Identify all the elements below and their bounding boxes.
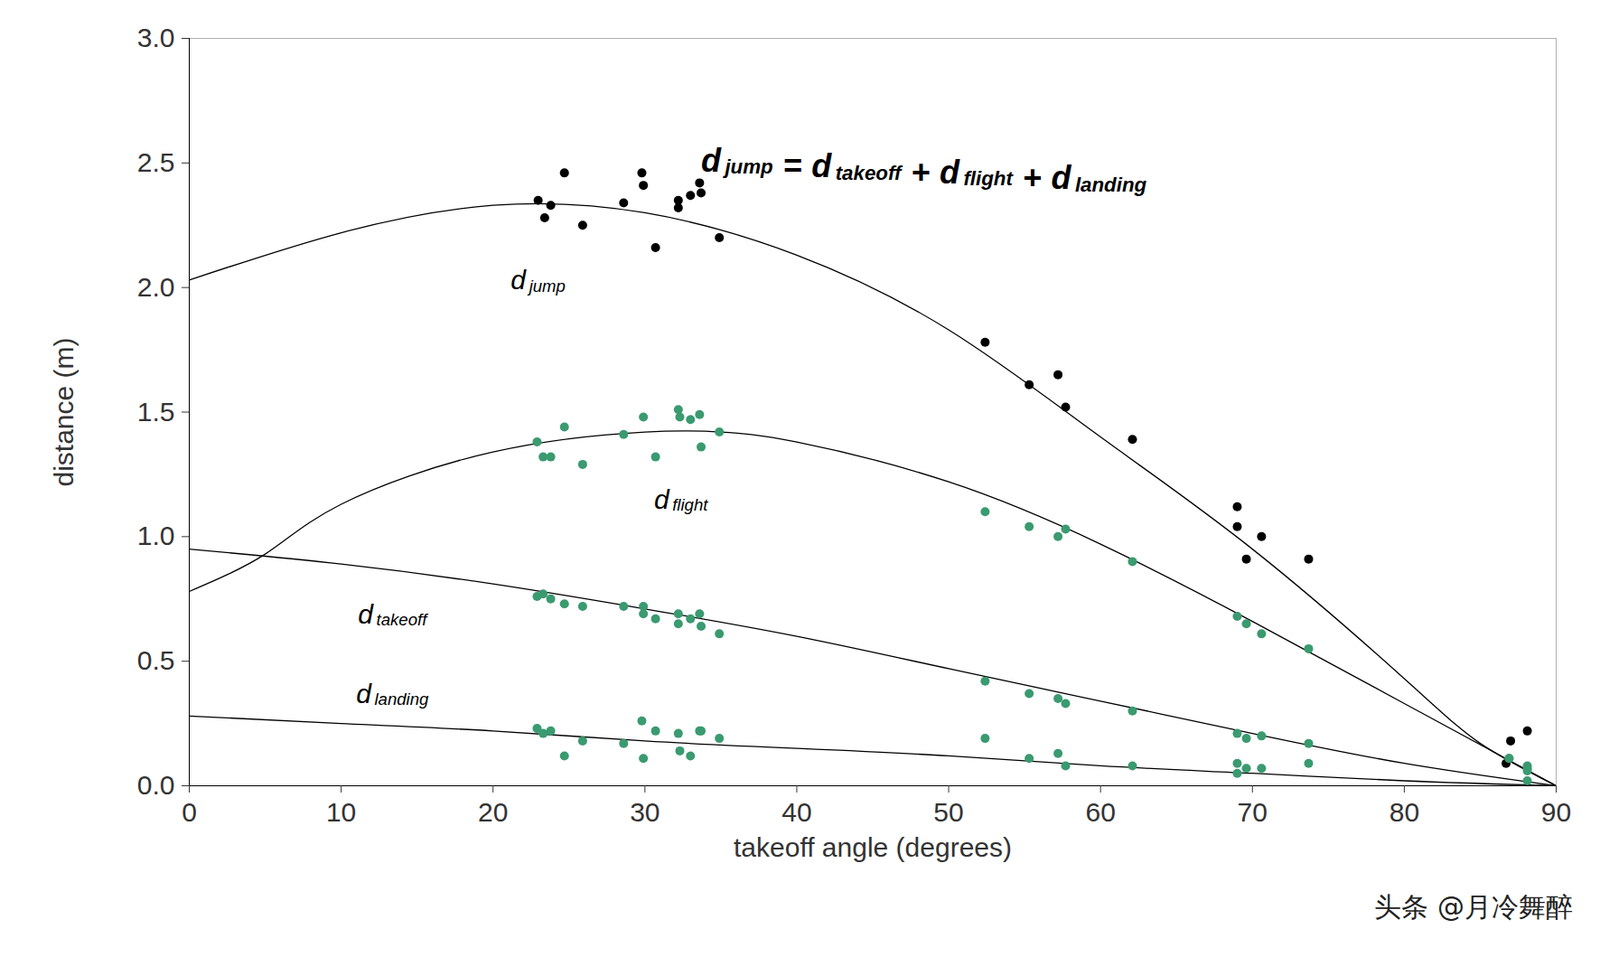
svg-text:80: 80: [1389, 796, 1420, 827]
svg-text:1.0: 1.0: [137, 520, 176, 551]
svg-text:1.5: 1.5: [137, 396, 176, 427]
svg-text:50: 50: [933, 796, 964, 827]
svg-text:60: 60: [1085, 796, 1115, 827]
svg-text:dlanding: dlanding: [355, 678, 430, 709]
svg-text:0: 0: [181, 796, 197, 827]
html-text:头条 @月冷舞醉: 头条 @月冷舞醉: [1374, 890, 1573, 923]
svg-text:2.0: 2.0: [137, 271, 176, 302]
svg-text:70: 70: [1237, 796, 1268, 827]
svg-text:0.5: 0.5: [137, 645, 176, 675]
svg-text:djump=dtakeoff+dflight+dlandin: djump=dtakeoff+dflight+dlanding: [701, 140, 1147, 196]
svg-text:distance (m): distance (m): [48, 336, 79, 487]
svg-text:takeoff angle (degrees): takeoff angle (degrees): [733, 832, 1012, 862]
svg-text:dflight: dflight: [654, 484, 709, 515]
svg-text:dtakeoff: dtakeoff: [357, 598, 429, 628]
svg-text:20: 20: [477, 796, 508, 827]
svg-text:10: 10: [326, 796, 356, 827]
svg-text:0.0: 0.0: [137, 769, 176, 800]
svg-text:2.5: 2.5: [137, 147, 176, 178]
svg-text:90: 90: [1541, 796, 1572, 827]
svg-text:40: 40: [781, 796, 812, 827]
svg-text:30: 30: [629, 796, 660, 827]
svg-text:djump: djump: [510, 264, 566, 295]
svg-text:3.0: 3.0: [137, 22, 176, 53]
